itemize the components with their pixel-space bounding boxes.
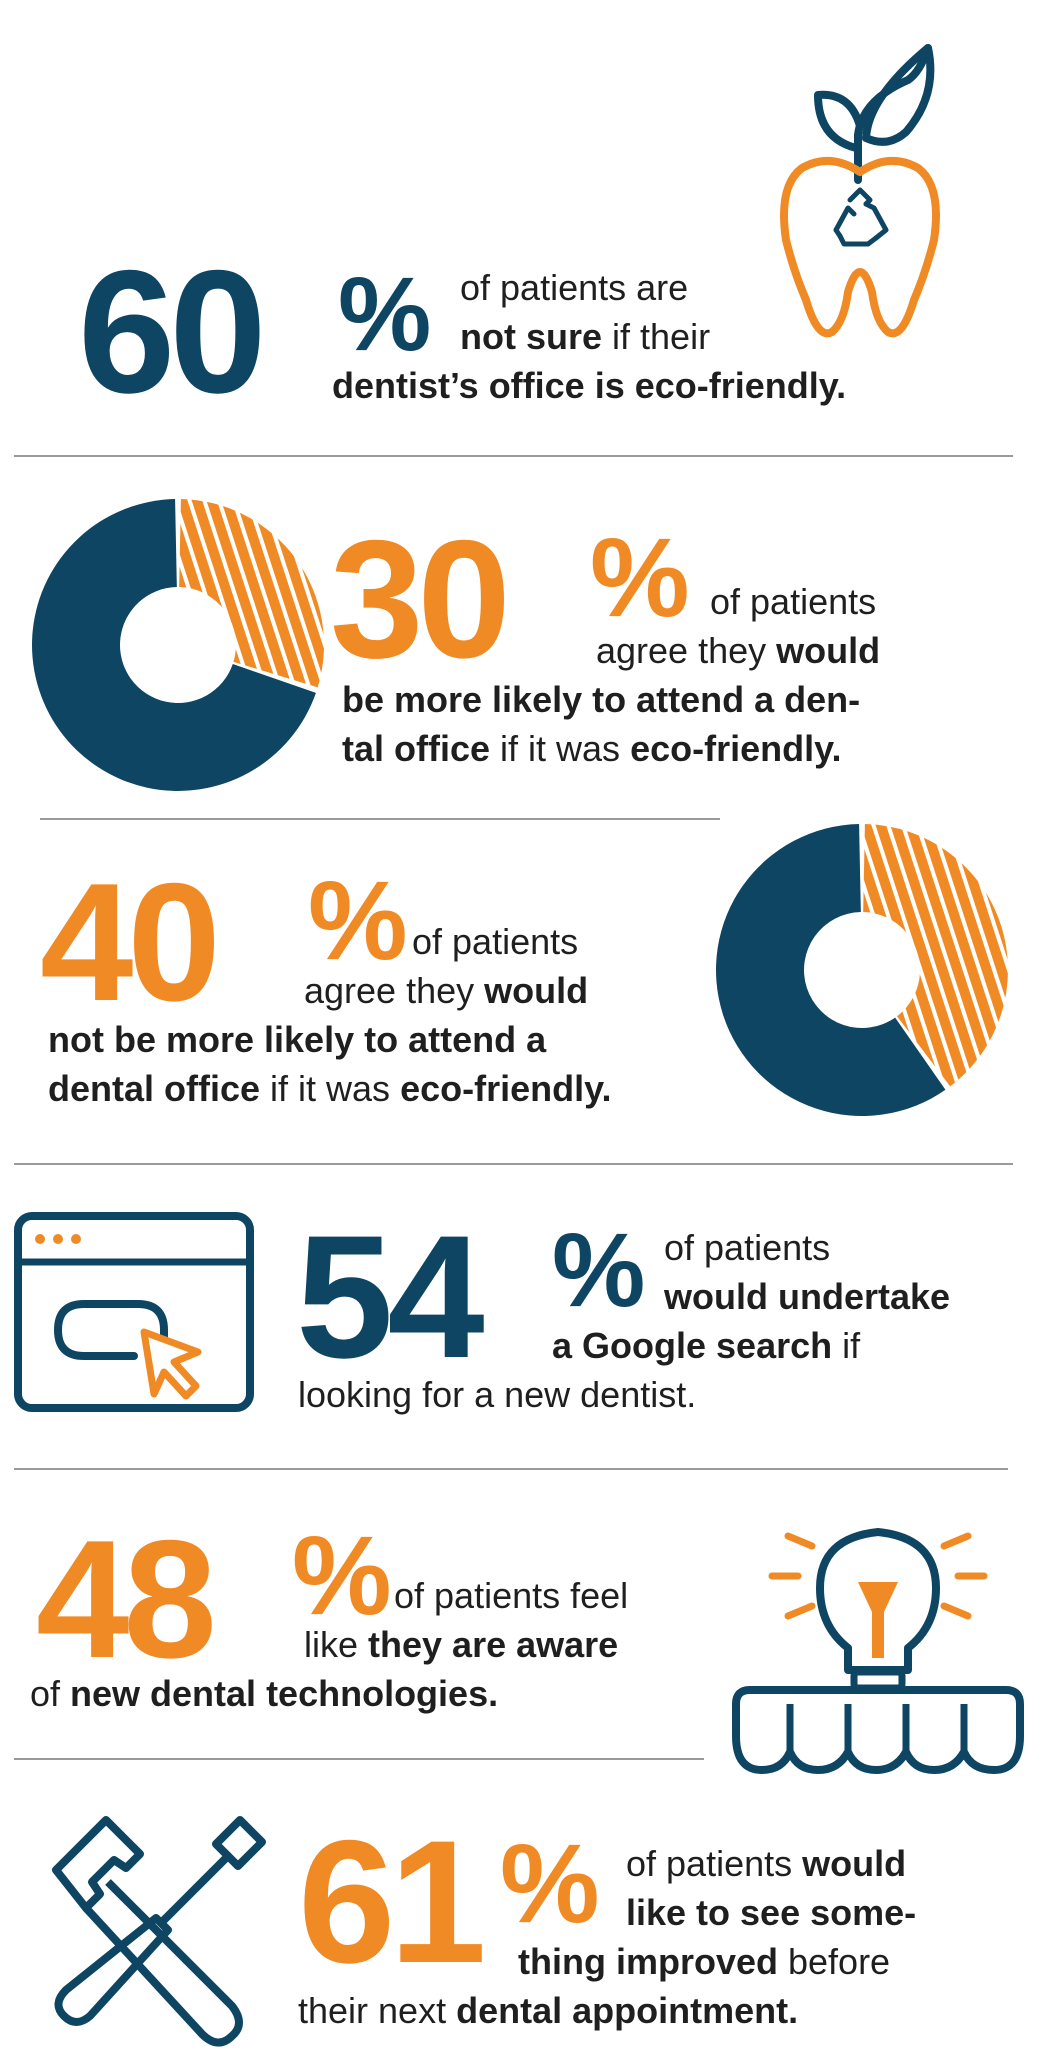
section-divider	[14, 1758, 704, 1760]
donut-segment-orange	[863, 824, 1008, 1087]
lightbulb-teeth-icon	[732, 1528, 1024, 1774]
stat-text-line: their next dental appointment.	[298, 1990, 799, 2031]
stat-text-line: like they are aware	[304, 1624, 619, 1665]
stat-text-line: not sure if their	[460, 316, 711, 357]
stat-text-line: thing improved before	[518, 1941, 891, 1982]
stat-number: 48	[36, 1505, 217, 1693]
stat-text-line: of patients	[710, 581, 877, 622]
stat-text-line: of new dental technologies.	[30, 1673, 499, 1714]
stat-text-line: agree they would	[596, 630, 881, 671]
section-divider	[14, 1468, 1008, 1470]
stat-text-line: dentist’s office is eco-friendly.	[332, 365, 847, 406]
percent-sign: %	[308, 858, 408, 983]
stat-text-line: looking for a new dentist.	[298, 1374, 697, 1415]
stat-text-line: be more likely to attend a den-	[342, 679, 861, 720]
stat-text-line: like to see some-	[626, 1892, 917, 1933]
stat-number: 30	[330, 505, 511, 693]
donut-segment-orange	[179, 499, 324, 688]
donut-segment-navy	[31, 499, 316, 791]
stat-text-line: of patients would	[626, 1843, 907, 1884]
stat-text-line: would undertake	[664, 1276, 951, 1317]
stat-number: 54	[296, 1200, 485, 1395]
percent-sign: %	[292, 1513, 392, 1638]
stat-text-line: of patients feel	[394, 1575, 629, 1616]
tooth-recycle-leaf-icon	[780, 44, 940, 338]
donut-40-icon	[716, 824, 1008, 1116]
stat-number: 61	[298, 1805, 487, 2000]
browser-click-icon	[14, 1212, 254, 1412]
stat-text-line: agree they would	[304, 970, 589, 1011]
stat-text-line: of patients	[412, 921, 579, 962]
stat-number: 40	[40, 848, 221, 1036]
percent-sign: %	[552, 1212, 646, 1329]
percent-sign: %	[338, 256, 432, 373]
percent-sign: %	[500, 1821, 600, 1946]
percent-sign: %	[590, 515, 690, 640]
stat-text-line: tal office if it was eco-friendly.	[342, 728, 842, 769]
section-divider	[40, 818, 720, 820]
donut-segment-navy	[716, 824, 946, 1116]
stat-text-line: not be more likely to attend a	[48, 1019, 547, 1060]
hammer-screwdriver-icon	[52, 1816, 266, 2047]
stat-number: 60	[78, 235, 267, 430]
stat-text-line: dental office if it was eco-friendly.	[48, 1068, 612, 1109]
section-divider	[14, 455, 1013, 457]
stat-text-line: of patients are	[460, 267, 689, 308]
stat-text-line: a Google search if	[552, 1325, 861, 1366]
donut-30-icon	[31, 499, 324, 791]
stat-text-line: of patients	[664, 1227, 831, 1268]
section-divider	[14, 1163, 1013, 1165]
